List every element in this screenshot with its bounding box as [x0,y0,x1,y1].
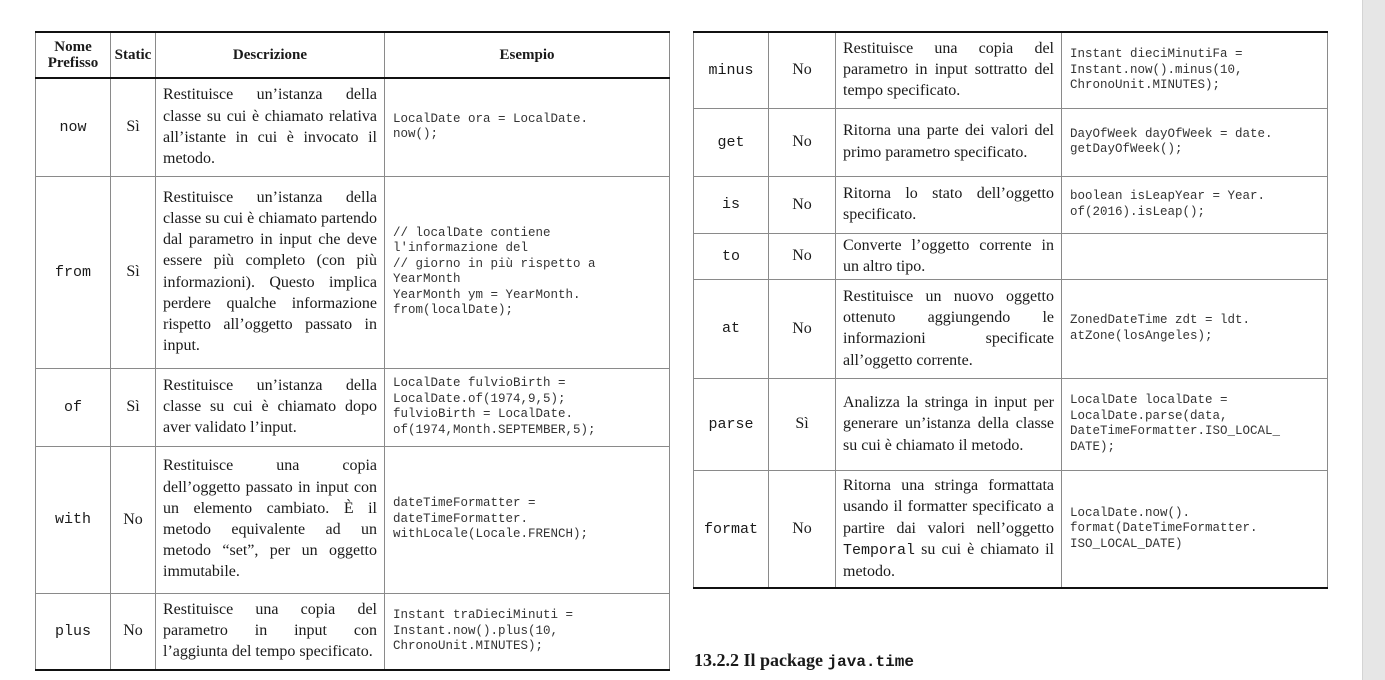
method-name: plus [35,592,111,671]
method-description: Restituisce una copia del parametro in i… [835,31,1062,109]
method-description: Restituisce un’istanza della classe su c… [155,175,385,369]
table-row: format No Ritorna una stringa formattata… [693,469,1328,589]
code-example: // localDate contiene l'informazione del… [384,175,670,369]
table-row: minus No Restituisce una copia del param… [693,31,1328,109]
static-flag: No [768,175,836,234]
table-row: get No Ritorna una parte dei valori del … [693,107,1328,177]
desc-text: su cui è chiamato il metodo. [843,540,1054,580]
code-example: Instant dieciMinutiFa = Instant.now().mi… [1061,31,1328,109]
desc-text: Ritorna una stringa formattata usando il… [843,477,1054,537]
table-header-row: Nome Prefisso Static Descrizione Esempio [35,31,670,79]
method-name: get [693,107,769,177]
code-example [1061,232,1328,280]
header-desc: Descrizione [155,31,385,79]
header-example: Esempio [384,31,670,79]
code-example: LocalDate fulvioBirth = LocalDate.of(197… [384,367,670,447]
table-row: now Sì Restituisce un’istanza della clas… [35,77,670,177]
method-description: Analizza la stringa in input per generar… [835,377,1062,471]
inline-code: Temporal [843,541,916,559]
table-row: plus No Restituisce una copia del parame… [35,592,670,671]
header-name: Nome Prefisso [35,31,111,79]
code-example: boolean isLeapYear = Year. of(2016).isLe… [1061,175,1328,234]
code-example: LocalDate localDate = LocalDate.parse(da… [1061,377,1328,471]
method-name: to [693,232,769,280]
header-name-label: Nome Prefisso [47,39,99,71]
method-description: Restituisce un’istanza della classe su c… [155,77,385,177]
code-example: LocalDate ora = LocalDate. now(); [384,77,670,177]
method-name: at [693,278,769,379]
static-flag: Sì [110,367,156,447]
method-name: is [693,175,769,234]
method-description: Restituisce una copia dell’oggetto passa… [155,445,385,594]
table-row: is No Ritorna lo stato dell’oggetto spec… [693,175,1328,234]
code-example: ZonedDateTime zdt = ldt. atZone(losAngel… [1061,278,1328,379]
static-flag: No [768,278,836,379]
method-name: parse [693,377,769,471]
method-description: Ritorna una stringa formattata usando il… [835,469,1062,589]
method-name: with [35,445,111,594]
method-description: Ritorna una parte dei valori del primo p… [835,107,1062,177]
method-description: Ritorna lo stato dell’oggetto specificat… [835,175,1062,234]
static-flag: No [768,107,836,177]
vertical-scrollbar[interactable] [1362,0,1385,680]
code-example: Instant traDieciMinuti = Instant.now().p… [384,592,670,671]
section-code: java.time [827,653,914,671]
static-flag: No [768,31,836,109]
header-static: Static [110,31,156,79]
methods-table-left: Nome Prefisso Static Descrizione Esempio… [35,31,670,671]
table-row: from Sì Restituisce un’istanza della cla… [35,175,670,369]
method-description: Restituisce un’istanza della classe su c… [155,367,385,447]
method-name: now [35,77,111,177]
method-name: minus [693,31,769,109]
table-row: with No Restituisce una copia dell’ogget… [35,445,670,594]
static-flag: No [768,232,836,280]
code-example: dateTimeFormatter = dateTimeFormatter. w… [384,445,670,594]
static-flag: No [768,469,836,589]
static-flag: Sì [768,377,836,471]
static-flag: Sì [110,175,156,369]
method-description: Converte l’oggetto corrente in un altro … [835,232,1062,280]
table-row: to No Converte l’oggetto corrente in un … [693,232,1328,280]
code-example: DayOfWeek dayOfWeek = date. getDayOfWeek… [1061,107,1328,177]
section-title: Il package [743,650,824,670]
table-row: at No Restituisce un nuovo oggetto otten… [693,278,1328,379]
static-flag: No [110,445,156,594]
code-example: LocalDate.now(). format(DateTimeFormatte… [1061,469,1328,589]
method-description: Restituisce una copia del parametro in i… [155,592,385,671]
table-row: of Sì Restituisce un’istanza della class… [35,367,670,447]
method-name: of [35,367,111,447]
method-name: from [35,175,111,369]
method-name: format [693,469,769,589]
method-description: Restituisce un nuovo oggetto ottenuto ag… [835,278,1062,379]
methods-table-right: minus No Restituisce una copia del param… [693,31,1328,590]
section-heading: 13.2.2 Il package java.time [694,650,914,671]
static-flag: No [110,592,156,671]
section-number: 13.2.2 [694,650,739,670]
table-row: parse Sì Analizza la stringa in input pe… [693,377,1328,471]
static-flag: Sì [110,77,156,177]
